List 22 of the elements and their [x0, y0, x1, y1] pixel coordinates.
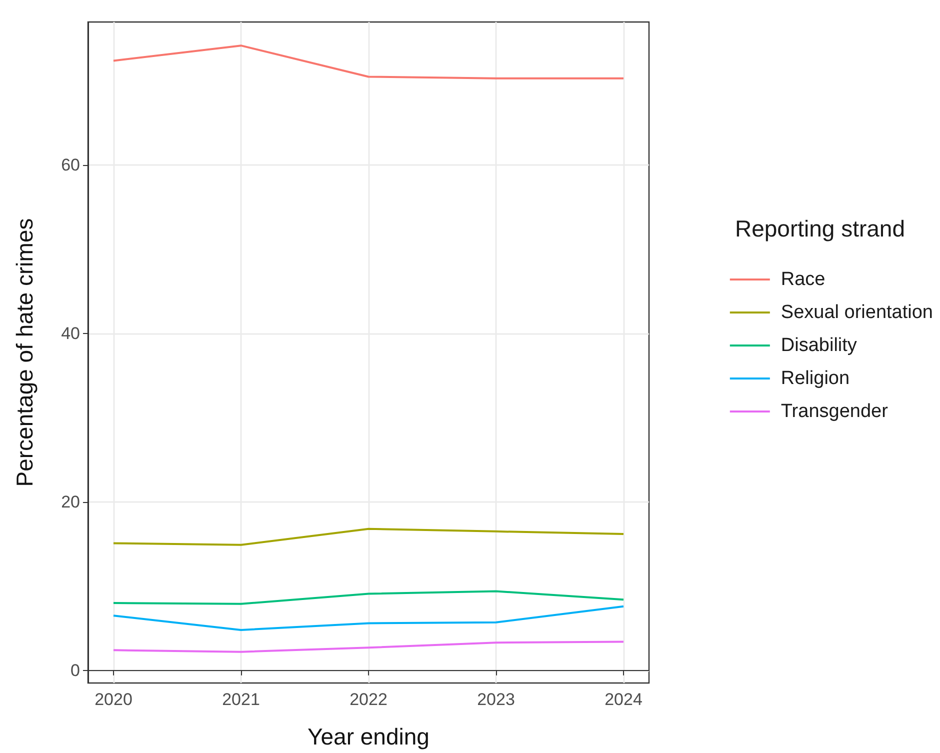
- y-axis-title: Percentage of hate crimes: [12, 218, 38, 487]
- line-series: [112, 44, 624, 80]
- y-tick-label: 40: [61, 324, 80, 344]
- legend-label: Disability: [780, 335, 858, 356]
- legend-label: Race: [780, 269, 826, 290]
- legend-label: Sexual orientation: [780, 302, 934, 323]
- x-tick-label: 2023: [477, 690, 515, 709]
- line-series: [112, 605, 624, 631]
- x-tick-label: 2020: [94, 690, 132, 709]
- y-tick-label: 60: [61, 156, 80, 175]
- line-series: [112, 640, 624, 653]
- legend-label: Transgender: [780, 401, 889, 422]
- line-series: [112, 528, 624, 546]
- x-axis-title: Year ending: [308, 724, 430, 750]
- x-tick-label: 2021: [222, 690, 260, 709]
- y-tick-label: 0: [70, 660, 80, 680]
- x-tick-label: 2024: [604, 690, 642, 709]
- y-tick-label: 20: [61, 492, 80, 512]
- legend-label: Religion: [780, 368, 850, 389]
- legend-title: Reporting strand: [734, 216, 906, 242]
- line-series: [112, 590, 624, 605]
- x-tick-label: 2022: [350, 690, 388, 709]
